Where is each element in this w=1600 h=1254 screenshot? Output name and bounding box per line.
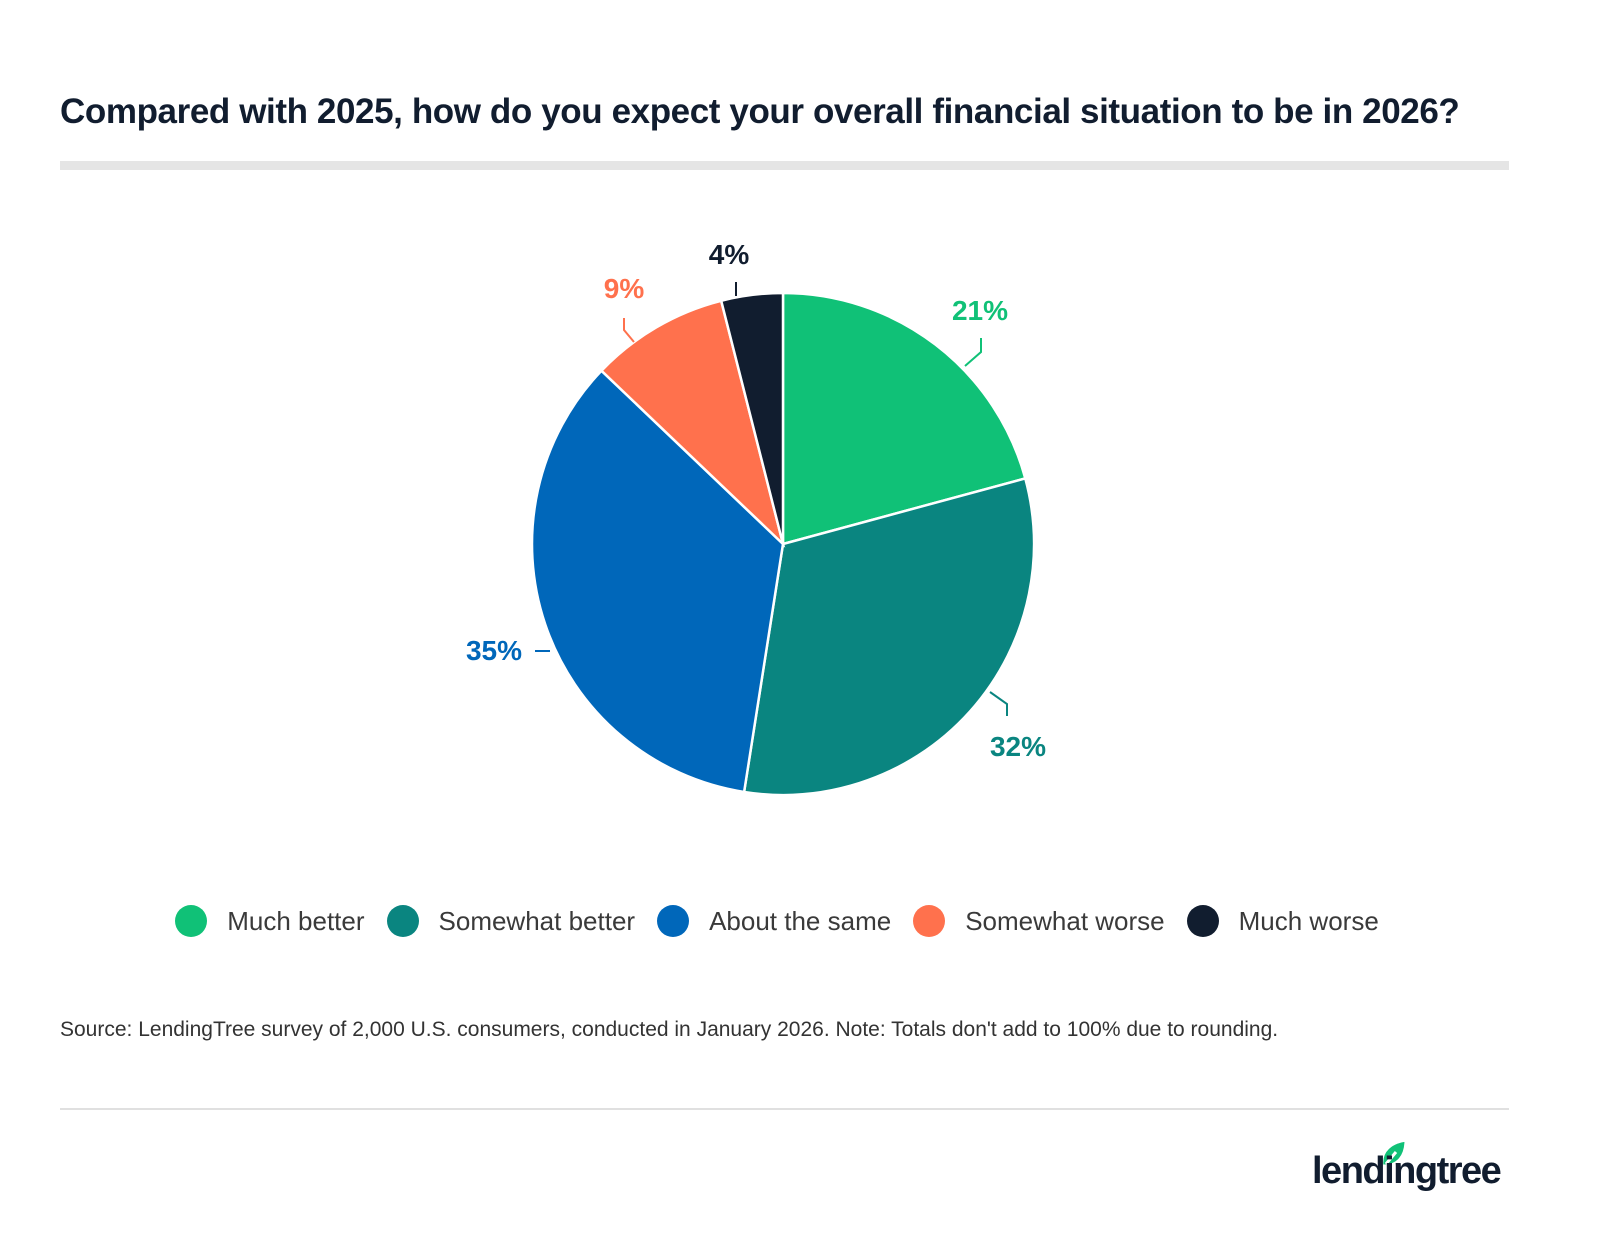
legend-label: About the same: [709, 905, 892, 936]
legend-item: About the same: [657, 905, 891, 937]
leader-line: [964, 338, 982, 367]
divider: [60, 161, 1509, 170]
legend: Much better Somewhat better About the same…: [0, 905, 1554, 937]
source-note: Source: LendingTree survey of 2,000 U.S.…: [60, 1018, 1279, 1041]
legend-label: Much worse: [1238, 905, 1379, 936]
leaf-icon: [1380, 1138, 1408, 1168]
pie-slice-somewhat-better: [742, 476, 1036, 797]
legend-item: Much worse: [1186, 905, 1379, 937]
legend-label: Much better: [227, 905, 365, 936]
pie-slice-about-the-same: [530, 368, 785, 794]
legend-item: Somewhat better: [386, 905, 636, 937]
pie-slice-somewhat-worse: [599, 299, 786, 548]
legend-swatch: [657, 905, 690, 937]
legend-swatch: [386, 905, 419, 937]
pie-slice-much-worse: [719, 291, 785, 545]
pie-chart: 21% 32% 35% 9% 4%: [466, 239, 1046, 797]
legend-swatch: [1186, 905, 1219, 937]
data-label: 32%: [990, 731, 1046, 762]
lendingtree-logo: lendingtree: [1312, 1138, 1512, 1200]
legend-swatch: [913, 905, 946, 937]
data-label: 9%: [604, 273, 645, 304]
leader-line: [989, 691, 1008, 716]
divider: [60, 1108, 1509, 1110]
pie-slice-much-better: [781, 291, 1027, 546]
legend-item: Somewhat worse: [913, 905, 1165, 937]
logo-text: lendingtree: [1312, 1150, 1502, 1192]
data-label: 21%: [952, 295, 1008, 326]
data-label: 35%: [466, 635, 522, 666]
leader-line: [623, 318, 635, 343]
legend-label: Somewhat worse: [965, 905, 1165, 936]
legend-swatch: [175, 905, 208, 937]
chart-title: Compared with 2025, how do you expect yo…: [60, 92, 1460, 131]
data-label: 4%: [709, 239, 750, 270]
legend-item: Much better: [175, 905, 365, 937]
legend-label: Somewhat better: [438, 905, 636, 936]
